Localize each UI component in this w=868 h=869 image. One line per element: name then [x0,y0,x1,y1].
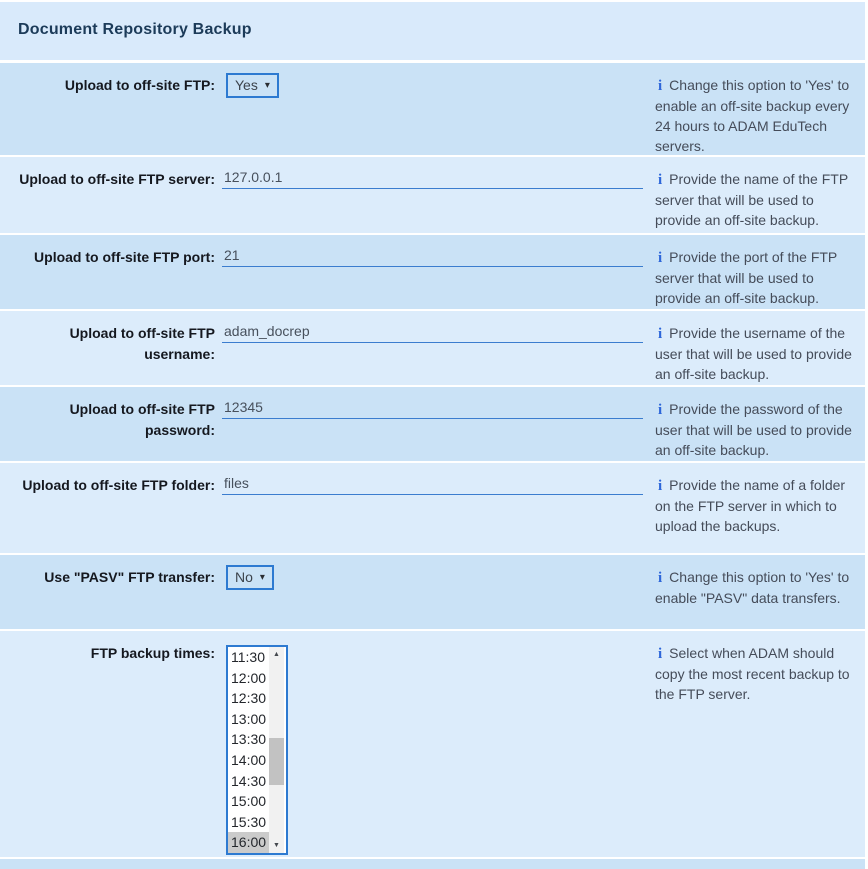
ftp-folder-input[interactable] [222,474,643,495]
scrollbar-thumb[interactable] [269,738,284,785]
info-text-content: Provide the password of the user that wi… [655,401,852,458]
info-text: i Provide the name of a folder on the FTP… [655,473,865,553]
scroll-down-arrow-icon[interactable]: ▼ [273,842,280,849]
listbox-option[interactable]: 13:00 [231,710,267,727]
listbox-option-selected[interactable]: 16:00 [228,832,269,853]
info-text-content: Provide the port of the FTP server that … [655,249,838,306]
form-row-ftp-username: Upload to off-site FTP username: iProvid… [0,311,865,385]
info-icon: i [658,402,663,418]
upload-ftp-select[interactable]: Yes ▾ [226,73,279,98]
listbox-option[interactable]: 13:30 [231,731,267,748]
listbox-option[interactable]: 12:00 [231,669,267,686]
listbox-option[interactable]: 15:00 [231,793,267,810]
scrollbar[interactable]: ▲ ▼ [269,647,284,853]
listbox-option[interactable]: 15:30 [231,813,267,830]
chevron-down-icon: ▾ [259,572,265,583]
field-label: FTP backup times: [90,645,215,661]
listbox-option[interactable]: 11:30 [231,649,265,665]
info-text-content: Provide the name of the FTP server that … [655,171,848,228]
scroll-up-arrow-icon[interactable]: ▲ [273,651,280,658]
info-text: i Provide the username of the user that w… [655,321,865,385]
listbox-option[interactable]: 14:30 [231,772,267,789]
info-text-content: Select when ADAM should copy the most re… [655,645,850,702]
info-text: i Change this option to 'Yes' to enable "… [655,565,865,629]
info-icon: i [658,646,663,662]
info-text: i Select when ADAM should copy the most r… [655,641,865,857]
chevron-down-icon: ▾ [264,80,270,91]
ftp-server-input[interactable] [222,168,643,189]
info-text: i Provide the port of the FTP server that… [655,245,865,309]
field-label: Upload to off-site FTP server: [19,171,215,187]
ftp-port-input[interactable] [222,246,643,267]
info-icon: i [658,172,663,188]
form-row-pasv-transfer: Use "PASV" FTP transfer: No ▾ i Change th… [0,555,865,629]
info-icon: i [658,478,663,494]
info-text-content: Change this option to 'Yes' to enable an… [655,77,850,154]
select-value: Yes [235,77,258,93]
listbox-option[interactable]: 14:00 [231,751,267,768]
field-label: Upload to off-site FTP password: [69,401,215,438]
ftp-backup-times-listbox[interactable]: 11:30 12:00 12:30 13:00 13:30 14:00 14:3… [226,645,288,855]
listbox-options: 11:30 12:00 12:30 13:00 13:30 14:00 14:3… [228,647,269,853]
info-text: i Provide the name of the FTP server that… [655,167,865,233]
form-row-backup-times: FTP backup times: 11:30 12:00 12:30 13:0… [0,631,865,857]
form-row-ftp-folder: Upload to off-site FTP folder: iProvide … [0,463,865,553]
info-text: i Provide the password of the user that w… [655,397,865,461]
info-text-content: Change this option to 'Yes' to enable "P… [655,569,850,606]
info-text-content: Provide the name of a folder on the FTP … [655,477,846,534]
field-label: Upload to off-site FTP username: [69,325,215,362]
pasv-transfer-select[interactable]: No ▾ [226,565,274,590]
next-row-edge [0,859,865,869]
info-icon: i [658,326,663,342]
form-row-upload-ftp: Upload to off-site FTP: Yes ▾ i Change th… [0,63,865,155]
section-header: Document Repository Backup [0,2,865,60]
ftp-password-input[interactable] [222,398,643,419]
form-row-ftp-server: Upload to off-site FTP server: iProvide … [0,157,865,233]
form-row-ftp-password: Upload to off-site FTP password: iProvid… [0,387,865,461]
info-icon: i [658,78,663,94]
ftp-username-input[interactable] [222,322,643,343]
field-label: Use "PASV" FTP transfer: [44,569,215,585]
field-label: Upload to off-site FTP: [64,77,215,93]
select-value: No [235,569,253,585]
listbox-option[interactable]: 12:30 [231,690,267,707]
field-label: Upload to off-site FTP folder: [22,477,215,493]
info-text: i Change this option to 'Yes' to enable a… [655,73,865,155]
info-icon: i [658,570,663,586]
field-label: Upload to off-site FTP port: [34,249,215,265]
info-icon: i [658,250,663,266]
info-text-content: Provide the username of the user that wi… [655,325,852,382]
page-title: Document Repository Backup [18,21,252,38]
